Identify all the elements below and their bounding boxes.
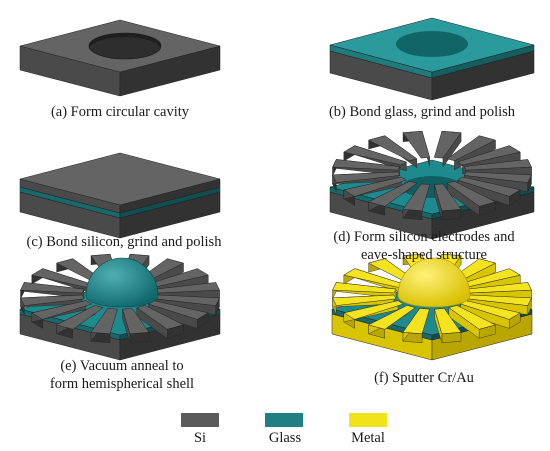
- electrode: [122, 308, 150, 335]
- electrode: [448, 305, 497, 330]
- electrode: [463, 171, 532, 183]
- electrode: [332, 282, 397, 294]
- electrode: [343, 300, 405, 320]
- panel-b: [329, 17, 535, 101]
- electrode-side: [129, 332, 150, 344]
- electrode: [55, 305, 104, 330]
- legend-swatch-glass: [265, 413, 303, 427]
- caption-e-line2: form hemispherical shell: [49, 376, 195, 392]
- electrode: [367, 180, 418, 207]
- electrode: [402, 130, 431, 159]
- caption-a: (a) Form circular cavity: [50, 104, 190, 120]
- caption-b: (b) Bond glass, grind and polish: [328, 104, 516, 120]
- electrode: [332, 294, 397, 306]
- electrodes-d: [332, 130, 532, 221]
- electrode: [20, 294, 85, 306]
- caption-f: (f) Sputter Cr/Au: [374, 370, 474, 386]
- electrode: [20, 282, 85, 294]
- caption-d-line1: (d) Form silicon electrodes and: [333, 229, 515, 245]
- electrode-side: [441, 209, 462, 221]
- cavity-b: [396, 31, 468, 57]
- electrode: [402, 308, 430, 335]
- electrode: [433, 183, 462, 212]
- panel-a: [19, 19, 221, 97]
- electrode-side: [441, 332, 462, 344]
- electrode: [446, 180, 497, 207]
- legend-label-si: Si: [193, 430, 207, 446]
- electrode: [367, 305, 416, 330]
- panel-f: [331, 253, 533, 361]
- glass-hemisphere-shell: [85, 257, 159, 308]
- legend-swatch-si: [181, 413, 219, 427]
- electrodes-e: [20, 253, 220, 344]
- panel-e: [19, 253, 221, 361]
- electrode: [343, 176, 407, 197]
- electrode: [402, 183, 431, 212]
- electrode: [136, 305, 185, 330]
- electrode: [433, 130, 462, 159]
- legend-label-glass: Glass: [268, 430, 302, 446]
- silicon-top-c: [19, 152, 221, 214]
- electrode: [463, 159, 532, 171]
- electrode: [446, 135, 497, 162]
- electrode: [343, 145, 407, 166]
- legend-label-metal: Metal: [351, 430, 385, 446]
- panel-c: [19, 152, 221, 239]
- electrode: [457, 145, 521, 166]
- caption-d-line2: eave-shaped structure: [360, 247, 487, 263]
- electrode: [332, 171, 401, 183]
- electrode: [367, 135, 418, 162]
- legend-swatch-metal: [349, 413, 387, 427]
- electrode: [434, 308, 462, 335]
- metal-hemisphere-shell: [397, 257, 471, 308]
- electrode: [457, 176, 521, 197]
- panel-d: [329, 130, 535, 240]
- electrode: [90, 308, 118, 335]
- electrode: [332, 159, 401, 171]
- electrode: [31, 300, 93, 320]
- caption-c: (c) Bond silicon, grind and polish: [26, 234, 222, 250]
- caption-e-line1: (e) Vacuum anneal to: [60, 358, 184, 374]
